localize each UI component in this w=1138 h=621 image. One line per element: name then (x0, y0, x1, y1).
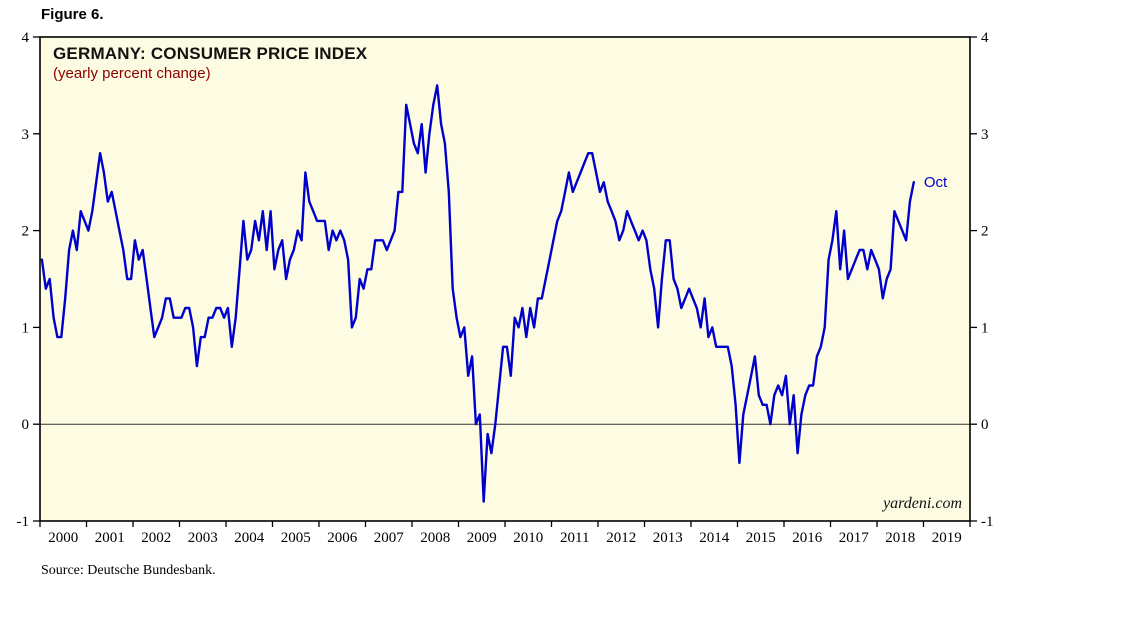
x-tick-label: 2019 (932, 530, 962, 546)
y-tick-label-right: 1 (981, 320, 989, 336)
x-tick-label: 2005 (281, 530, 311, 546)
y-tick-label-left: 2 (22, 224, 30, 240)
x-tick-label: 2002 (141, 530, 171, 546)
y-tick-label-right: 0 (981, 417, 989, 433)
y-tick-label-right: 3 (981, 127, 989, 143)
y-tick-label-left: 4 (22, 30, 30, 46)
x-tick-label: 2001 (95, 530, 125, 546)
x-tick-label: 2004 (234, 530, 265, 546)
plot-border (39, 36, 971, 522)
y-tick-label-right: 2 (981, 224, 989, 240)
x-tick-label: 2003 (188, 530, 218, 546)
x-tick-label: 2010 (513, 530, 543, 546)
x-tick-label: 2016 (792, 530, 823, 546)
y-tick-label-left: 1 (22, 320, 30, 336)
x-tick-label: 2015 (746, 530, 776, 546)
x-tick-label: 2009 (467, 530, 497, 546)
y-tick-label-right: -1 (981, 514, 994, 530)
x-tick-label: 2012 (606, 530, 636, 546)
x-tick-label: 2007 (374, 530, 405, 546)
x-tick-label: 2008 (420, 530, 450, 546)
x-tick-label: 2017 (839, 530, 870, 546)
chart-title: GERMANY: CONSUMER PRICE INDEX (53, 44, 368, 63)
y-tick-label-right: 4 (981, 30, 989, 46)
x-tick-label: 2013 (653, 530, 683, 546)
x-tick-label: 2000 (48, 530, 78, 546)
plot-area (40, 37, 970, 521)
x-tick-label: 2011 (560, 530, 589, 546)
x-tick-label: 2014 (699, 530, 730, 546)
cpi-series-line (40, 84, 915, 503)
x-tick-label: 2018 (885, 530, 915, 546)
figure-label: Figure 6. (41, 6, 104, 23)
last-point-annotation: Oct (924, 174, 948, 191)
y-tick-label-left: -1 (17, 514, 30, 530)
x-tick-label: 2006 (327, 530, 358, 546)
chart-subtitle: (yearly percent change) (53, 65, 211, 82)
y-tick-label-left: 0 (22, 417, 30, 433)
y-tick-label-left: 3 (22, 127, 30, 143)
watermark-yardeni: yardeni.com (883, 495, 962, 512)
source-note: Source: Deutsche Bundesbank. (41, 563, 216, 578)
